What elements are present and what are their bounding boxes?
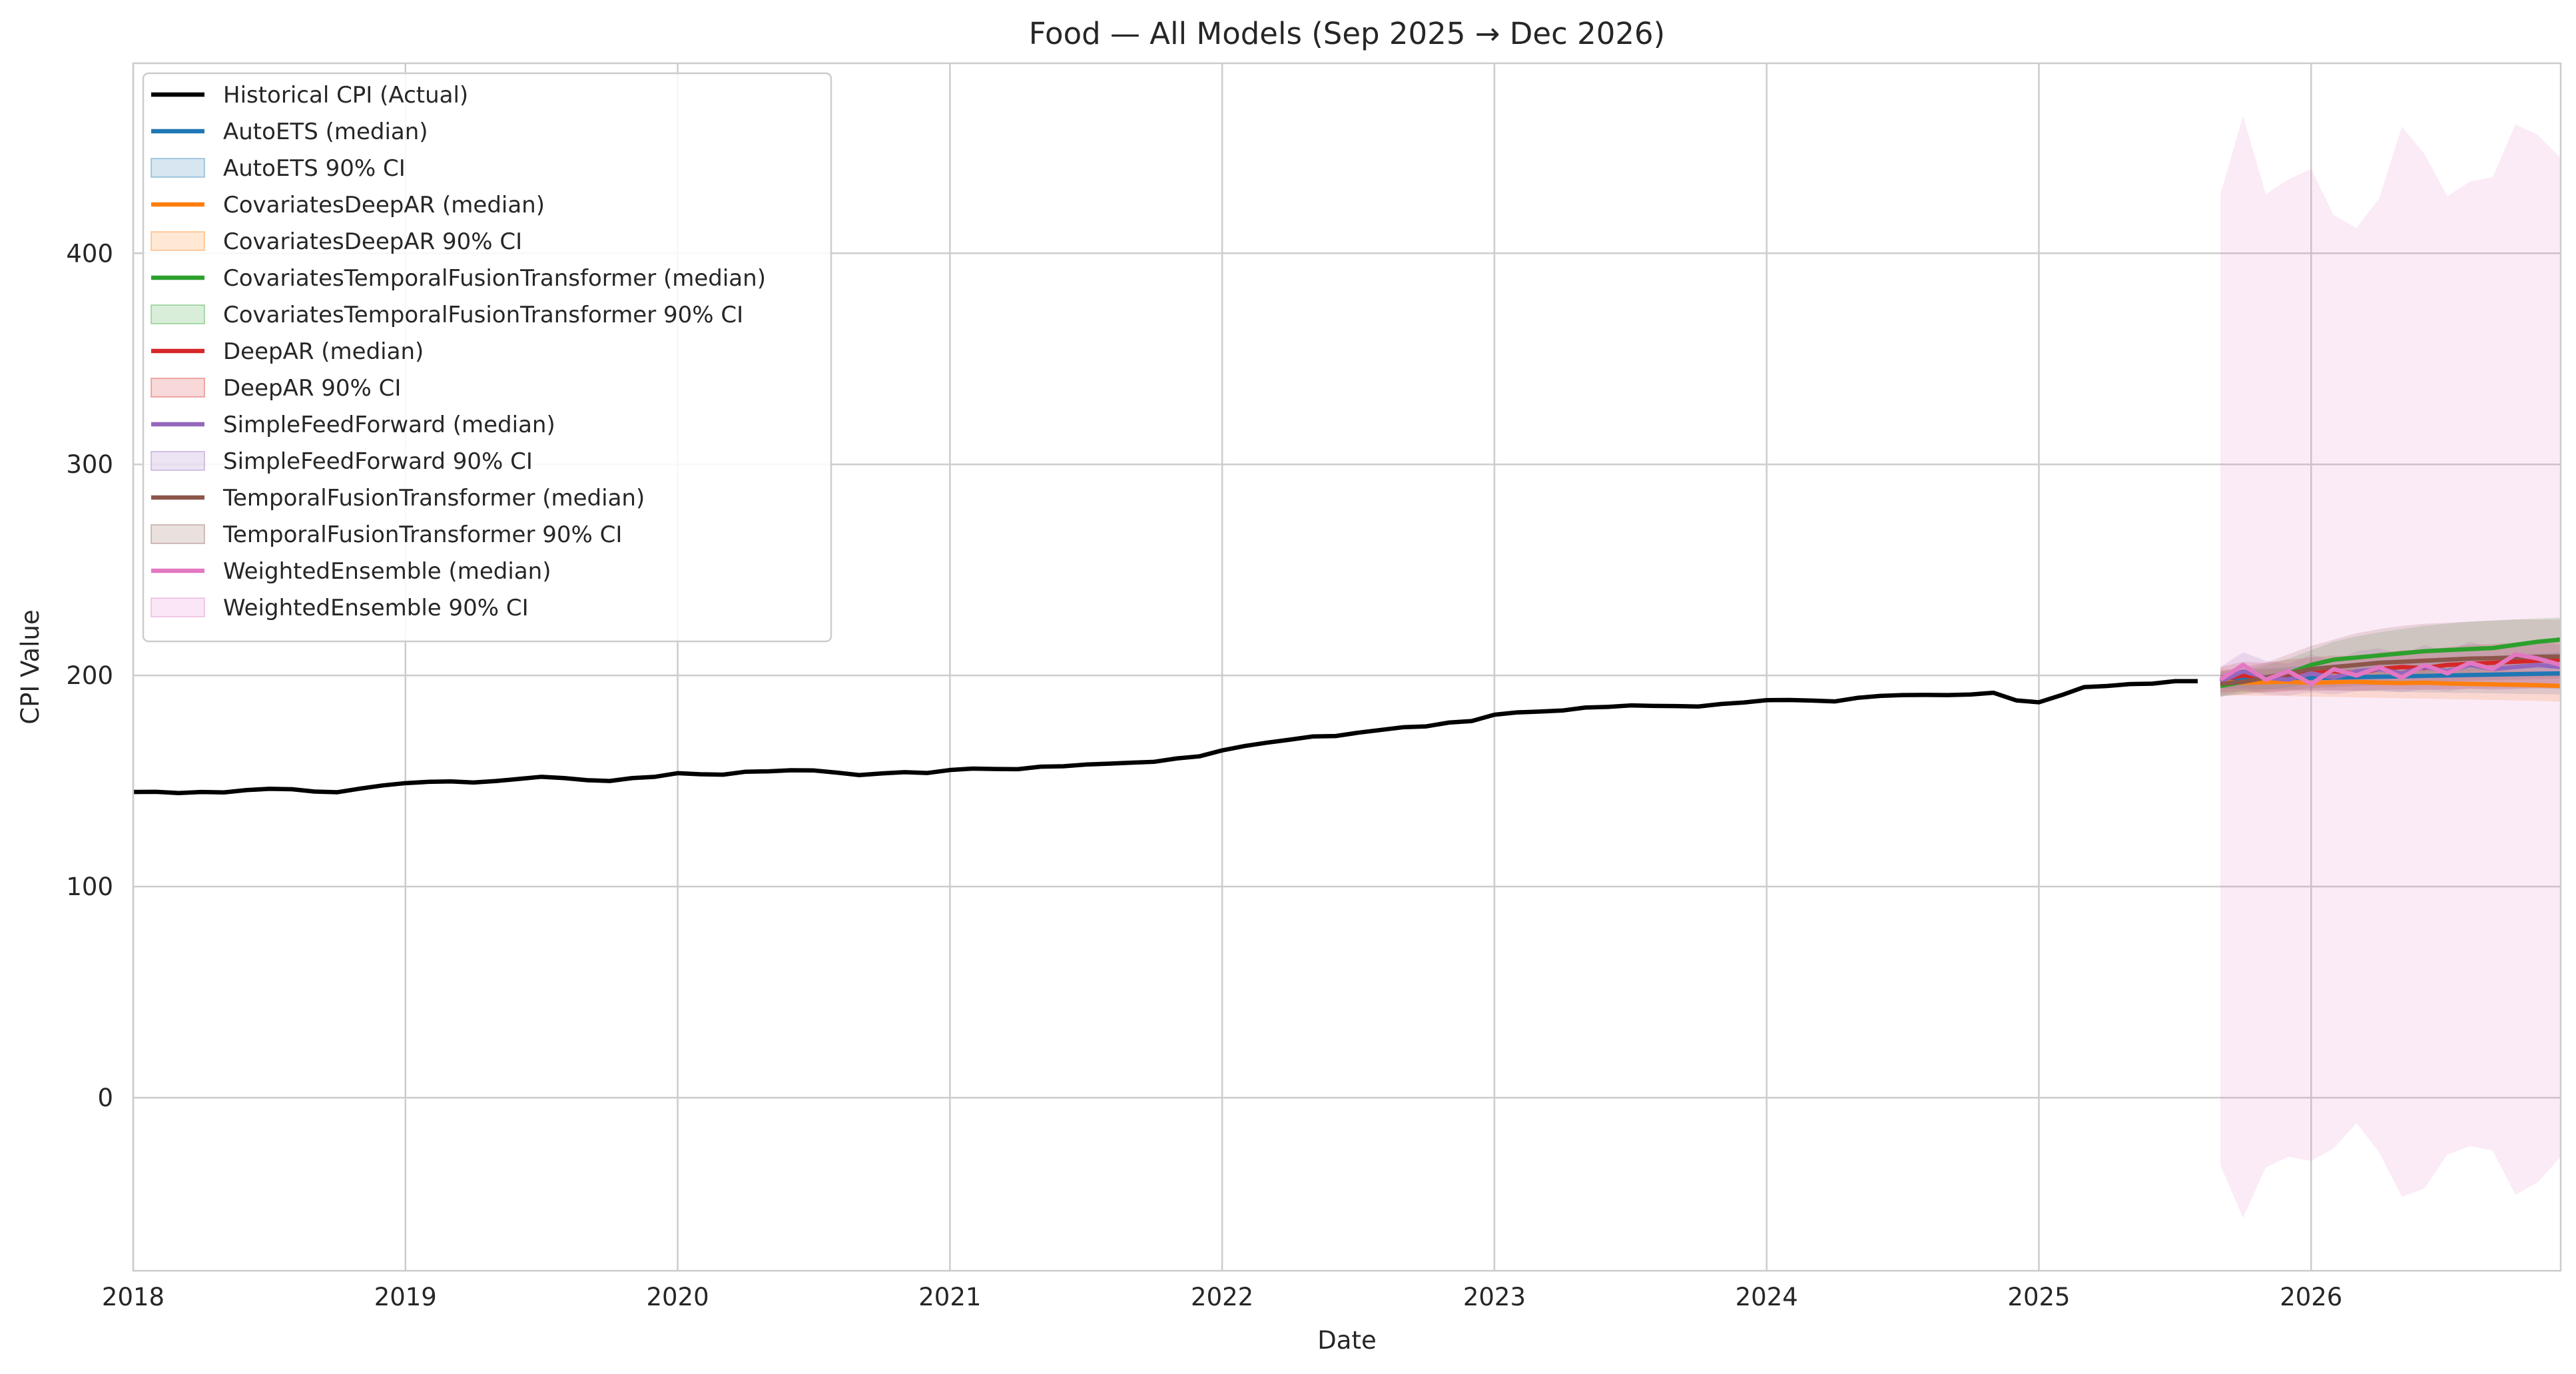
x-tick-label: 2024 (1736, 1283, 1798, 1311)
legend-label: WeightedEnsemble 90% CI (223, 595, 529, 621)
x-tick-label: 2021 (918, 1283, 981, 1311)
legend-label: TemporalFusionTransformer 90% CI (222, 521, 622, 548)
y-tick-label: 300 (66, 450, 113, 479)
x-tick-label: 2019 (374, 1283, 437, 1311)
x-tick-label: 2022 (1191, 1283, 1253, 1311)
chart-title: Food — All Models (Sep 2025 → Dec 2026) (1029, 16, 1665, 51)
legend-label: CovariatesDeepAR (median) (223, 192, 545, 218)
tick-labels: 2018 2019 2020 2021 2022 2023 2024 2025 2026 0 100… (66, 239, 2342, 1311)
legend-label: CovariatesDeepAR 90% CI (223, 228, 522, 255)
legend-box (142, 72, 832, 643)
historical-line (133, 679, 2198, 795)
legend-label: AutoETS 90% CI (223, 155, 406, 182)
legend-patch-swatch (151, 231, 205, 251)
legend-label: DeepAR (median) (223, 338, 424, 365)
legend-patch-swatch (151, 158, 205, 178)
y-tick-label: 400 (66, 239, 113, 268)
legend-label: AutoETS (median) (223, 119, 428, 145)
plot-frame (132, 62, 2562, 1272)
legend-patch-swatch (151, 304, 205, 324)
x-tick-label: 2026 (2280, 1283, 2342, 1311)
x-tick-label: 2018 (102, 1283, 164, 1311)
legend-patch-swatch (151, 524, 205, 544)
legend-label: SimpleFeedForward 90% CI (223, 448, 533, 475)
legend-patch-swatch (151, 378, 205, 398)
legend-label: DeepAR 90% CI (223, 375, 401, 402)
x-tick-label: 2023 (1463, 1283, 1526, 1311)
y-axis-label: CPI Value (16, 609, 45, 724)
x-tick-label: 2020 (646, 1283, 709, 1311)
legend-label: SimpleFeedForward (median) (223, 412, 555, 438)
legend-patch-swatch (151, 451, 205, 471)
legend-label: CovariatesTemporalFusionTransformer 90% … (223, 302, 743, 328)
y-tick-label: 200 (66, 661, 113, 690)
median-line-weightedensemble (2219, 652, 2561, 687)
legend-label: Historical CPI (Actual) (223, 82, 468, 109)
median-line-covariatesdeepar (2220, 679, 2561, 689)
y-tick-label: 100 (66, 872, 113, 901)
legend-patch-swatch (151, 597, 205, 617)
legend-label: TemporalFusionTransformer (median) (222, 485, 645, 512)
legend-label: WeightedEnsemble (median) (223, 558, 551, 585)
x-tick-label: 2025 (2007, 1283, 2070, 1311)
x-axis-label: Date (1317, 1326, 1376, 1355)
legend: Historical CPI (Actual) AutoETS (median) A… (142, 72, 832, 643)
legend-label: CovariatesTemporalFusionTransformer (med… (223, 265, 766, 292)
series-lines (133, 637, 2561, 795)
y-tick-label: 0 (97, 1084, 113, 1112)
